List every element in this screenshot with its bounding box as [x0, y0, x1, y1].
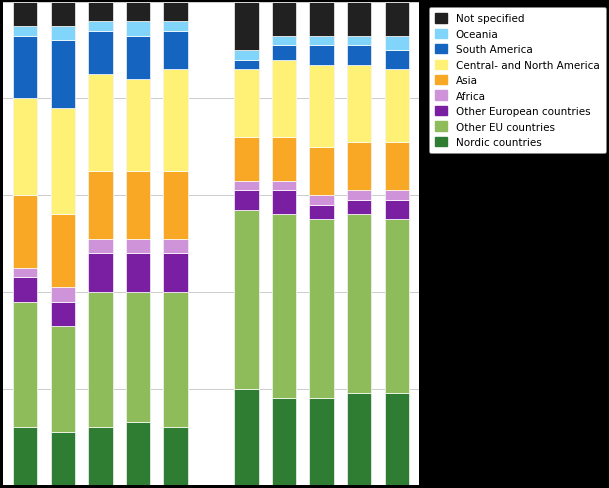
Bar [384, 51, 409, 70]
Bar [272, 37, 297, 46]
Bar [163, 254, 188, 292]
Bar [272, 138, 297, 181]
Bar [309, 46, 334, 65]
Bar [51, 109, 75, 215]
Bar [51, 215, 75, 287]
Bar [347, 37, 371, 46]
Bar [384, 70, 409, 142]
Bar [13, 3, 38, 27]
Bar [234, 389, 259, 485]
Bar [51, 41, 75, 109]
Bar [234, 191, 259, 210]
Bar [309, 3, 334, 37]
Bar [309, 147, 334, 196]
Bar [347, 142, 371, 191]
Bar [125, 423, 150, 485]
Bar [384, 393, 409, 485]
Bar [51, 287, 75, 302]
Bar [125, 172, 150, 239]
Bar [272, 191, 297, 215]
Bar [125, 22, 150, 37]
Bar [234, 3, 259, 51]
Bar [272, 3, 297, 37]
Bar [88, 22, 113, 32]
Bar [163, 292, 188, 427]
Bar [163, 22, 188, 32]
Bar [125, 292, 150, 423]
Bar [163, 32, 188, 70]
Bar [51, 432, 75, 485]
Bar [309, 220, 334, 398]
Bar [384, 142, 409, 191]
Bar [13, 268, 38, 278]
Bar [13, 27, 38, 37]
Bar [88, 292, 113, 427]
Bar [163, 427, 188, 485]
Bar [51, 302, 75, 326]
Bar [13, 37, 38, 99]
Bar [88, 254, 113, 292]
Bar [125, 37, 150, 80]
Bar [347, 3, 371, 37]
Bar [88, 32, 113, 75]
Bar [272, 61, 297, 138]
Bar [163, 70, 188, 172]
Bar [309, 398, 334, 485]
Bar [125, 3, 150, 22]
Bar [272, 215, 297, 398]
Bar [272, 46, 297, 61]
Bar [88, 239, 113, 254]
Bar [347, 65, 371, 142]
Bar [234, 51, 259, 61]
Bar [51, 3, 75, 27]
Bar [234, 70, 259, 138]
Bar [13, 278, 38, 302]
Bar [347, 201, 371, 215]
Bar [234, 61, 259, 70]
Bar [163, 172, 188, 239]
Bar [347, 215, 371, 393]
Bar [309, 196, 334, 205]
Bar [272, 398, 297, 485]
Bar [234, 138, 259, 181]
Bar [309, 205, 334, 220]
Bar [88, 75, 113, 172]
Bar [125, 254, 150, 292]
Bar [13, 302, 38, 427]
Bar [384, 3, 409, 37]
Bar [51, 326, 75, 432]
Bar [384, 220, 409, 393]
Bar [347, 191, 371, 201]
Bar [88, 172, 113, 239]
Bar [234, 181, 259, 191]
Bar [125, 80, 150, 172]
Bar [13, 99, 38, 196]
Bar [309, 65, 334, 147]
Bar [88, 3, 113, 22]
Bar [125, 239, 150, 254]
Bar [13, 196, 38, 268]
Bar [347, 46, 371, 65]
Bar [163, 239, 188, 254]
Legend: Not specified, Oceania, South America, Central- and North America, Asia, Africa,: Not specified, Oceania, South America, C… [429, 8, 606, 154]
Bar [234, 210, 259, 389]
Bar [51, 27, 75, 41]
Bar [13, 427, 38, 485]
Bar [384, 37, 409, 51]
Bar [384, 191, 409, 201]
Bar [163, 3, 188, 22]
Bar [309, 37, 334, 46]
Bar [384, 201, 409, 220]
Bar [347, 393, 371, 485]
Bar [88, 427, 113, 485]
Bar [272, 181, 297, 191]
